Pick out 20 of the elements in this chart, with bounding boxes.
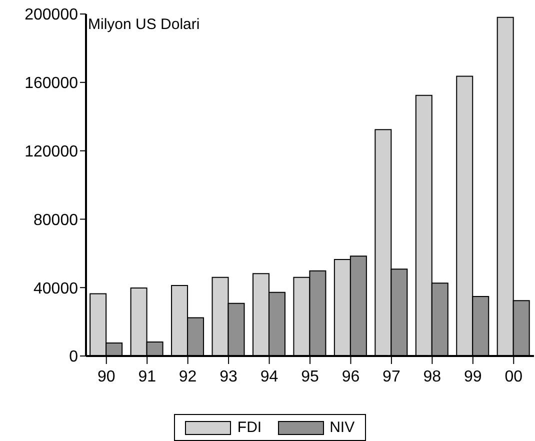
x-tick-label: 91 [138, 368, 156, 386]
x-tick-label: 00 [504, 368, 523, 386]
y-tick-label: 160000 [24, 75, 78, 92]
x-tick-label: 98 [423, 368, 442, 386]
x-tick-label: 99 [464, 368, 482, 386]
y-tick-label: 80000 [34, 212, 78, 229]
y-tick-label: 120000 [24, 143, 78, 160]
x-tick-label: 94 [260, 368, 278, 386]
x-tick-label: 93 [220, 368, 238, 386]
x-tick-label: 96 [342, 368, 360, 386]
x-tick-label: 90 [97, 368, 116, 386]
x-tick-label: 95 [301, 368, 319, 386]
x-tick-label: 92 [178, 368, 197, 386]
y-axis-title: Milyon US Dolari [88, 16, 200, 33]
x-tick-label: 97 [382, 368, 400, 386]
legend-label: FDI [237, 419, 262, 436]
y-tick-label: 0 [69, 348, 78, 366]
y-tick-label: 40000 [34, 280, 78, 298]
y-tick-label: 200000 [24, 6, 78, 24]
legend-label: NIV [330, 419, 355, 436]
